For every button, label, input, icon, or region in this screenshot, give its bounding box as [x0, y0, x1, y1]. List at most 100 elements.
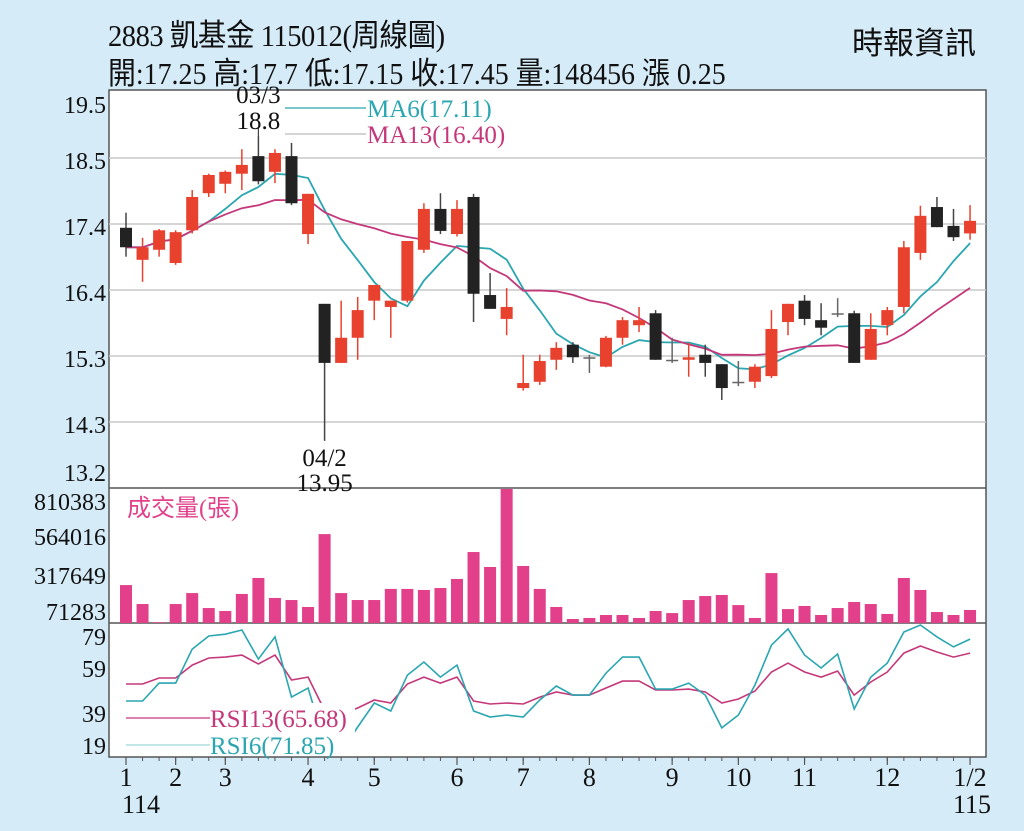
candle-body: [153, 230, 166, 250]
price-tick-label: 14.3: [64, 413, 106, 439]
rsi-tick-label: 19: [82, 734, 106, 760]
volume-bar: [550, 606, 563, 623]
volume-bar: [666, 613, 679, 623]
volume-bar: [517, 565, 530, 623]
candle-down: [715, 364, 728, 400]
candle-body: [748, 366, 761, 382]
candle-up: [302, 193, 315, 245]
x-month-label: 4: [302, 763, 315, 792]
candle-body: [384, 300, 397, 307]
volume-bar: [202, 608, 215, 623]
volume-bar: [417, 589, 430, 623]
candle-down: [831, 298, 844, 318]
candle-body: [219, 171, 232, 184]
candle-down: [699, 344, 712, 377]
candle-up: [500, 288, 513, 336]
rsi-tick-label: 39: [82, 702, 106, 728]
candle-down: [666, 337, 679, 363]
x-year-label: 114: [122, 790, 160, 819]
candle-body: [815, 320, 828, 328]
candle-body: [467, 196, 480, 294]
volume-bar: [930, 612, 943, 623]
candle-down: [120, 212, 132, 257]
x-month-label: 1: [120, 763, 133, 792]
candle-up: [268, 149, 281, 184]
price-tick-label: 18.5: [64, 149, 106, 175]
volume-bar: [765, 573, 778, 623]
candle-up: [782, 303, 794, 336]
quote-summary: 開:17.25 高:17.7 低:17.15 收:17.45 量:148456 …: [108, 56, 726, 91]
volume-bar: [782, 609, 794, 623]
volume-bar: [897, 577, 910, 623]
candle-body: [186, 196, 199, 231]
candle-down: [732, 361, 745, 387]
candle-body: [930, 207, 943, 228]
candle-up: [599, 335, 612, 368]
candle-up: [616, 317, 629, 345]
volume-bar: [748, 617, 761, 623]
candle-down: [848, 310, 861, 363]
candle-up: [368, 284, 381, 321]
volume-bar: [815, 614, 828, 623]
candle-up: [682, 342, 695, 377]
rsi6-line: [126, 624, 971, 754]
candle-up: [401, 240, 414, 303]
candle-body: [417, 208, 430, 250]
x-month-label: 8: [583, 763, 596, 792]
candle-down: [252, 136, 265, 185]
candle-body: [947, 225, 960, 238]
candle-body: [964, 220, 977, 234]
volume-bar: [715, 594, 728, 623]
candle-up: [765, 310, 778, 378]
volume-bar: [169, 604, 182, 623]
x-month-label: 9: [666, 763, 679, 792]
ma6-legend-label: MA6(17.11): [367, 96, 492, 123]
candle-body: [434, 208, 447, 231]
volume-bar: [434, 588, 447, 623]
volume-bar: [633, 617, 646, 623]
candle-body: [202, 174, 215, 194]
low-annotation-value: 13.95: [296, 470, 352, 497]
candle-body: [881, 310, 894, 326]
source-label: 時報資訊: [852, 26, 976, 61]
ma6-line: [126, 172, 971, 371]
candle-body: [798, 300, 811, 319]
x-month-label: 7: [517, 763, 530, 792]
candle-down: [484, 273, 497, 309]
candle-body: [682, 357, 695, 360]
candle-up: [136, 237, 149, 282]
price-tick-label: 15.3: [64, 347, 106, 373]
volume-bar: [351, 600, 364, 623]
candle-down: [583, 354, 596, 373]
candle-up: [881, 306, 894, 336]
x-month-label: 1/2: [953, 763, 986, 792]
candle-body: [599, 337, 612, 367]
candle-up: [335, 300, 348, 363]
candle-down: [566, 342, 579, 363]
candle-body: [252, 156, 265, 182]
candle-body: [351, 310, 364, 338]
candle-body: [633, 320, 646, 326]
volume-bar: [533, 588, 546, 623]
ma13-line: [126, 198, 971, 357]
candle-up: [169, 230, 182, 265]
volume-bar: [401, 588, 414, 623]
candle-up: [384, 300, 397, 338]
high-annotation-value: 18.8: [237, 108, 281, 135]
volume-bar: [219, 610, 232, 623]
candle-body: [533, 361, 546, 382]
volume-bar: [831, 608, 844, 623]
candle-body: [451, 208, 463, 235]
candle-up: [964, 205, 977, 240]
x-month-label: 12: [874, 763, 900, 792]
x-month-label: 3: [219, 763, 232, 792]
candle-up: [351, 296, 364, 360]
candle-up: [153, 229, 166, 257]
volume-tick-label: 810383: [34, 490, 106, 516]
volume-bar: [384, 588, 397, 623]
candle-body: [120, 227, 132, 248]
candle-down: [649, 310, 662, 360]
volume-tick-label: 317649: [34, 564, 106, 590]
candle-body: [235, 164, 248, 174]
rsi6-legend-label: RSI6(71.85): [210, 733, 334, 760]
